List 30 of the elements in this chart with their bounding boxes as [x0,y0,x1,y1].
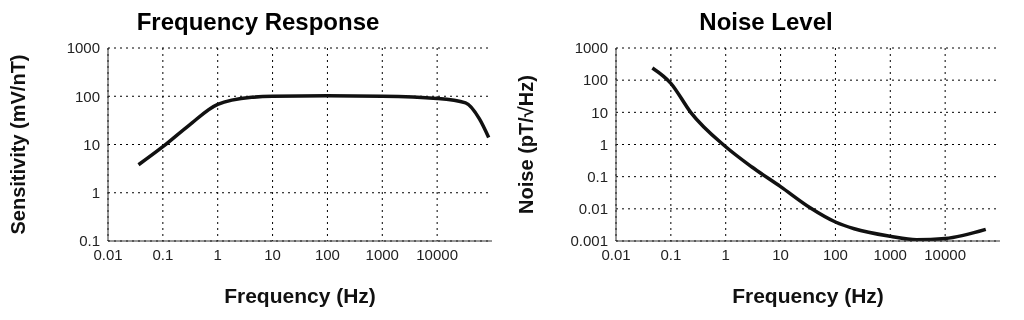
y-tick-label: 0.01 [578,200,608,218]
y-tick-label: 0.001 [570,232,608,250]
y-tick-label: 10 [591,103,608,121]
x-tick-label: 10000 [924,245,966,263]
y-tick-label: 1 [91,184,100,202]
x-tick-label: 1000 [365,245,399,263]
x-tick-label: 0.1 [660,245,682,263]
y-tick-label: 100 [582,71,608,89]
y-axis-title: Sensitivity (mV/nT) [7,54,30,235]
y-tick-label: 10 [83,135,100,153]
chart-title: Frequency Response [135,8,381,37]
chart-title: Noise Level [698,8,834,37]
y-tick-label: 1000 [574,39,608,57]
x-tick-label: 10000 [416,245,458,263]
x-tick-label: 10 [772,245,789,263]
y-tick-label: 0.1 [79,232,100,250]
y-axis-title: Noise (pT/√Hz) [515,75,538,214]
x-tick-label: 100 [822,245,848,263]
y-tick-label: 100 [74,87,100,105]
x-tick-label: 1 [721,245,730,263]
x-axis-title: Frequency (Hz) [732,284,884,307]
y-tick-label: 0.1 [587,167,608,185]
x-tick-label: 1 [213,245,222,263]
x-tick-label: 1000 [873,245,907,263]
x-tick-label: 10 [264,245,281,263]
x-axis-title: Frequency (Hz) [224,284,376,307]
x-tick-label: 0.1 [152,245,174,263]
x-tick-label: 100 [314,245,340,263]
y-tick-label: 1 [599,135,608,153]
y-tick-label: 1000 [66,39,100,57]
